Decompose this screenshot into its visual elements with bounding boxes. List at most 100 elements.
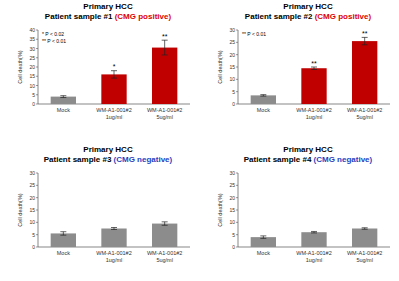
bar (251, 95, 276, 104)
category-label: WM-A1-001#21ug/ml (296, 107, 331, 120)
error-bar (111, 228, 117, 230)
marks (51, 40, 178, 104)
error-cap (162, 40, 168, 41)
category-label: WM-A1-001#25ug/ml (147, 107, 182, 120)
category-label: WM-A1-001#21ug/ml (96, 107, 131, 120)
y-tick-label: 15 (29, 207, 35, 213)
y-tick-label: 0 (232, 101, 235, 107)
category-label: Mock (257, 250, 270, 256)
bar (51, 233, 76, 247)
y-tick-label: 20 (229, 195, 235, 201)
y-tick-label: 10 (229, 219, 235, 225)
error-bar (260, 236, 266, 238)
error-stem (114, 71, 115, 78)
y-tick-label: 10 (29, 83, 35, 89)
annotation: * P < 0.02 (42, 31, 64, 37)
error-bar (111, 71, 117, 78)
y-tick-label: 0 (232, 244, 235, 250)
bar (152, 224, 177, 247)
subtitle: Patient sample #2 (CMG positive) (245, 12, 372, 21)
subtitle: Patient sample #4 (CMG negative) (244, 155, 373, 164)
category-label: WM-A1-001#21ug/ml (96, 250, 131, 263)
y-tick-label: 5 (232, 89, 235, 95)
y-tick-label: 10 (229, 76, 235, 82)
subtitle: Patient sample #1 (CMG positive) (45, 12, 172, 21)
title: Primary HCC (283, 2, 333, 11)
y-tick-label: 30 (229, 27, 235, 33)
error-bar (60, 232, 66, 235)
category-label: Mock (57, 250, 70, 256)
y-tick-label: 15 (229, 207, 235, 213)
y-tick-label: 35 (29, 36, 35, 42)
error-cap (260, 235, 266, 236)
category-label: WM-A1-001#25ug/ml (347, 250, 382, 263)
y-axis (238, 173, 239, 247)
bar (51, 97, 76, 104)
y-axis (238, 30, 239, 104)
error-cap (362, 227, 368, 228)
significance: ** (162, 33, 168, 40)
error-stem (314, 67, 315, 69)
error-cap (362, 37, 368, 38)
subtitle: Patient sample #3 (CMG negative) (44, 155, 173, 164)
significance: ** (362, 30, 368, 37)
error-cap (162, 54, 168, 55)
bar (352, 41, 377, 104)
y-tick-label: 15 (29, 73, 35, 79)
y-tick-label: 25 (229, 182, 235, 188)
error-cap (111, 70, 117, 71)
marks (251, 228, 378, 247)
y-tick-label: 10 (29, 219, 35, 225)
y-tick-label: 0 (32, 244, 35, 250)
error-cap (260, 238, 266, 239)
bar (301, 232, 326, 247)
bar (101, 229, 126, 248)
error-cap (311, 232, 317, 233)
annotation: ** P < 0.01 (242, 31, 266, 37)
title: Primary HCC (283, 145, 333, 154)
error-cap (111, 229, 117, 230)
error-cap (162, 221, 168, 222)
bar (352, 229, 377, 248)
error-cap (311, 67, 317, 68)
bar (101, 74, 126, 104)
y-axis (38, 173, 39, 247)
error-bar (60, 96, 66, 98)
panel: Primary HCCPatient sample #3 (CMG negati… (17, 145, 190, 263)
figure: Primary HCC Patient sample #1 (CMG positi… (0, 0, 399, 281)
y-tick-label: 30 (29, 46, 35, 52)
significance: ** (311, 60, 317, 67)
panel: Primary HCCPatient sample #4 (CMG negati… (217, 145, 390, 263)
y-tick-label: 20 (229, 52, 235, 58)
error-cap (362, 229, 368, 230)
title: Primary HCC (83, 145, 133, 154)
category-label: WM-A1-001#25ug/ml (347, 107, 382, 120)
error-bar (311, 231, 317, 232)
error-cap (260, 96, 266, 97)
error-cap (311, 69, 317, 70)
bar (152, 48, 177, 104)
y-tick-label: 5 (32, 92, 35, 98)
panel: Primary HCCPatient sample #1 (CMG positi… (17, 2, 190, 120)
y-axis-label: Cell death(%) (17, 50, 23, 83)
error-cap (60, 235, 66, 236)
y-tick-label: 40 (29, 27, 35, 33)
error-cap (260, 94, 266, 95)
y-tick-label: 15 (229, 64, 235, 70)
error-bar (362, 37, 368, 44)
category-label: WM-A1-001#21ug/ml (296, 250, 331, 263)
y-tick-label: 25 (29, 55, 35, 61)
y-tick-label: 0 (32, 101, 35, 107)
marks (51, 222, 178, 247)
error-stem (164, 40, 165, 55)
error-stem (164, 222, 165, 225)
error-bar (311, 67, 317, 69)
y-tick-label: 20 (29, 64, 35, 70)
error-cap (362, 44, 368, 45)
error-cap (60, 97, 66, 98)
error-stem (364, 37, 365, 44)
bar (301, 68, 326, 104)
y-tick-label: 5 (32, 232, 35, 238)
y-tick-label: 30 (29, 170, 35, 176)
error-bar (362, 228, 368, 229)
